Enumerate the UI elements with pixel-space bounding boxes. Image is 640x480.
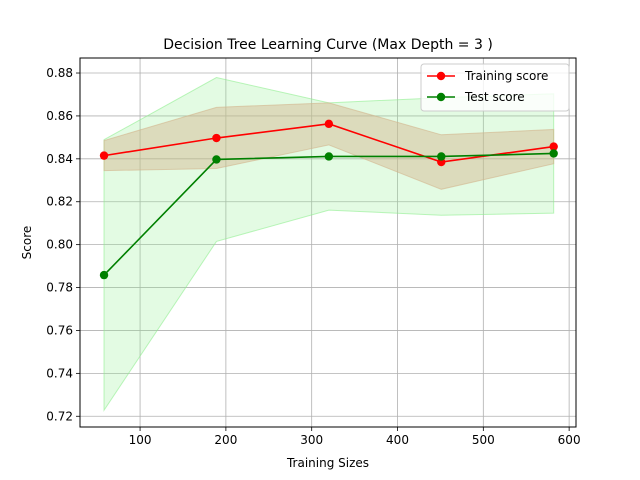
plot-frame <box>79 57 577 428</box>
legend-box <box>420 63 570 112</box>
y-tick-label: 0.80 <box>46 238 73 252</box>
y-tick-label: 0.76 <box>46 323 73 337</box>
point-training-score <box>99 151 109 160</box>
band-training-score <box>103 102 555 190</box>
x-tick-label: 500 <box>472 433 495 447</box>
x-tick-label: 400 <box>386 433 409 447</box>
point-test-score <box>99 270 109 280</box>
legend-marker-training-score <box>436 71 446 81</box>
y-tick-label: 0.82 <box>46 195 73 209</box>
point-test-score <box>212 155 221 164</box>
y-tick-label: 0.78 <box>46 281 73 295</box>
point-test-score <box>437 152 446 161</box>
x-axis-label: Training Sizes <box>286 456 369 470</box>
axis-ticks: 100 200 300 400 500 600 0.72 0.74 0.76 0.78 0.80 0.… <box>46 66 580 447</box>
point-training-score <box>212 133 221 143</box>
x-tick-label: 600 <box>558 433 581 447</box>
y-tick-label: 0.84 <box>46 152 73 166</box>
legend-label-test-score: Test score <box>464 90 525 104</box>
legend-marker-test-score <box>436 92 446 102</box>
y-tick-label: 0.72 <box>46 409 73 423</box>
point-test-score <box>324 152 334 161</box>
x-tick-label: 200 <box>214 433 237 447</box>
point-training-score <box>549 142 558 151</box>
y-tick-label: 0.88 <box>46 66 73 80</box>
x-tick-label: 300 <box>300 433 323 447</box>
y-tick-label: 0.74 <box>46 366 73 380</box>
legend: Training score Test score <box>420 63 570 112</box>
grid-lines <box>80 58 576 427</box>
chart-title: Decision Tree Learning Curve (Max Depth … <box>163 37 493 53</box>
y-axis-label: Score <box>20 226 34 260</box>
plot-area <box>80 58 576 427</box>
point-training-score <box>324 119 334 129</box>
point-test-score <box>549 149 558 158</box>
legend-label-training-score: Training score <box>464 69 548 83</box>
y-tick-label: 0.86 <box>46 109 73 123</box>
x-tick-label: 100 <box>129 433 152 447</box>
series-markers <box>99 119 558 280</box>
